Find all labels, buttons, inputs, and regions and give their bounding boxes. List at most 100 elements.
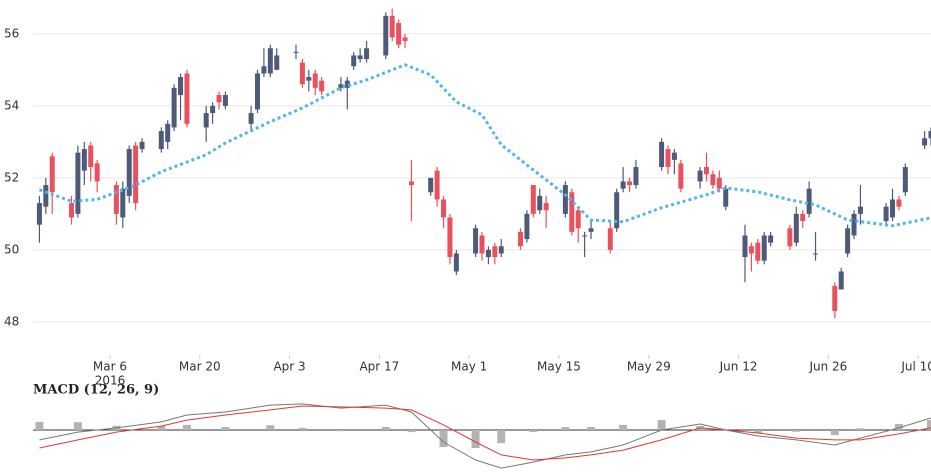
candle-body: [36, 203, 42, 225]
candle-body: [428, 177, 434, 193]
histogram-bar: [830, 430, 839, 436]
candle-body: [81, 149, 87, 171]
candle-body: [607, 228, 613, 250]
candle-body: [441, 199, 447, 218]
candle-body: [434, 170, 440, 200]
candle-body: [659, 141, 665, 168]
candle-body: [261, 66, 267, 74]
candle-body: [627, 181, 633, 186]
candle-body: [704, 167, 709, 175]
candle-body: [485, 249, 491, 258]
candle-body: [845, 228, 851, 254]
candle-body: [524, 213, 530, 240]
candle-body: [306, 77, 312, 81]
x-tick-label: Jul 10: [900, 360, 931, 374]
candle-body: [88, 145, 94, 168]
x-tick-label: Jun 26: [808, 360, 847, 374]
candle-body: [68, 203, 74, 218]
y-tick-label: 52: [4, 170, 19, 184]
histogram-bar: [157, 425, 166, 430]
x-tick-label: May 1: [451, 360, 487, 374]
candle-body: [543, 203, 549, 211]
histogram-bar: [221, 427, 230, 430]
candle-body: [902, 167, 908, 193]
x-tick-label: Apr 3: [273, 360, 305, 374]
candle-body: [75, 152, 81, 214]
candle-body: [113, 185, 119, 214]
macd-line: [39, 403, 931, 469]
candle-body: [299, 62, 305, 85]
candle-body: [665, 149, 671, 168]
histogram-bar: [73, 422, 82, 430]
candle-body: [755, 242, 761, 261]
candle-body: [126, 149, 132, 196]
histogram-bar: [407, 430, 416, 433]
candle-body: [447, 217, 453, 258]
candle-body: [793, 213, 799, 243]
macd-title: MACD (12, 26, 9): [33, 383, 159, 398]
histogram-bar: [298, 427, 307, 430]
x-tick-label: May 29: [627, 360, 671, 374]
candle-body: [569, 192, 575, 232]
histogram-bar: [657, 420, 666, 430]
candle-body: [748, 246, 754, 254]
y-tick-label: 54: [4, 98, 19, 112]
x-tick-label: Mar 20: [179, 360, 221, 374]
candle-body: [742, 235, 748, 258]
candle-body: [94, 163, 100, 182]
x-tick-label: Apr 17: [359, 360, 399, 374]
candle-body: [806, 188, 812, 214]
histogram-bar: [561, 427, 570, 430]
candle-body: [255, 73, 260, 110]
candle-body: [588, 228, 594, 232]
histogram-bar: [529, 430, 538, 433]
candle-body: [517, 231, 523, 247]
candle-body: [614, 192, 620, 229]
y-tick-label: 50: [4, 242, 19, 256]
candle-body: [120, 188, 126, 218]
candle-body: [133, 145, 139, 204]
candle-body: [165, 123, 171, 142]
histogram-bar: [894, 424, 903, 430]
candle-body: [351, 55, 357, 67]
candle-body: [319, 80, 325, 92]
candle-body: [896, 199, 902, 207]
candle-body: [575, 210, 581, 229]
candle-body: [158, 131, 164, 150]
candle-body: [851, 213, 857, 236]
histogram-bar: [587, 427, 596, 430]
candle-body: [716, 177, 722, 189]
candle-body: [697, 170, 703, 182]
candle-body: [537, 195, 543, 211]
candle-body: [562, 185, 568, 214]
candle-body: [293, 51, 299, 53]
candle-body: [530, 185, 536, 214]
candle-body: [383, 15, 389, 56]
candle-body: [248, 113, 254, 124]
candle-body: [49, 156, 55, 193]
candle-body: [838, 271, 844, 290]
histogram-bar: [753, 430, 762, 433]
histogram-bar: [792, 430, 801, 432]
candle-body: [408, 181, 414, 186]
histogram-bar: [856, 428, 865, 430]
candle-body: [312, 73, 318, 88]
candle-body: [710, 174, 716, 186]
histogram-bar: [35, 421, 44, 430]
candle-body: [723, 188, 729, 207]
histogram-bar: [497, 430, 506, 444]
candle-body: [492, 246, 498, 258]
macd-line: [39, 405, 931, 461]
histogram-bar: [336, 430, 345, 432]
candle-body: [210, 105, 216, 114]
candle-body: [620, 181, 626, 189]
candle-body: [832, 285, 838, 312]
candle-body: [43, 185, 49, 207]
candle-body: [402, 37, 408, 42]
histogram-bar: [381, 427, 390, 430]
candle-body: [216, 95, 222, 103]
histogram-bar: [266, 425, 275, 430]
candle-body: [357, 55, 363, 60]
candle-body: [389, 15, 395, 38]
